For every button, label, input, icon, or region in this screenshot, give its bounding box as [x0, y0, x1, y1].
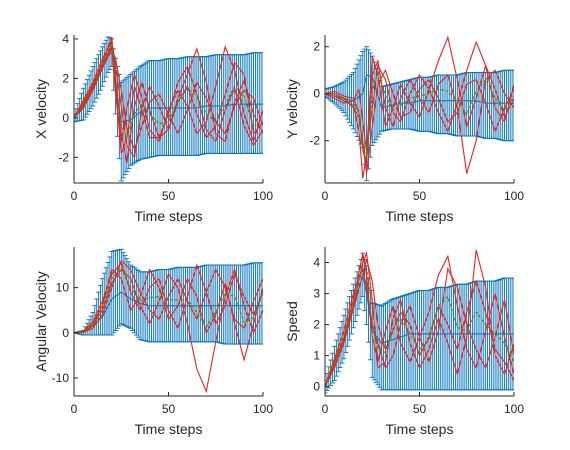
- x-tick-label: 100: [504, 402, 524, 416]
- subplot-3: 0 50 100 -10 0 10 Time steps Angular Velocity: [33, 247, 273, 437]
- y-tick-label: 1: [313, 349, 320, 363]
- y-tick-label: 4: [62, 32, 69, 46]
- x-axis-title: Time steps: [386, 208, 454, 224]
- trial-line-4: [325, 68, 514, 174]
- trial-line-4: [325, 259, 514, 387]
- y-tick-label: 0: [62, 111, 69, 125]
- plot-area: [325, 35, 514, 182]
- mean-line: [74, 40, 263, 140]
- y-tick-label: 2: [62, 71, 69, 85]
- trial-line-2: [325, 58, 514, 174]
- y-axis-title: Speed: [284, 301, 300, 341]
- plot-area: [74, 36, 263, 182]
- y-tick-label: -10: [52, 371, 70, 385]
- mean-line: [74, 266, 263, 334]
- x-tick-label: 0: [71, 189, 78, 203]
- y-tick-label: 3: [313, 287, 320, 301]
- mean-line: [325, 68, 514, 160]
- x-tick-label: 50: [162, 402, 176, 416]
- trial-line-5: [74, 47, 263, 152]
- y-tick-label: -2: [309, 134, 320, 148]
- plot-area: [74, 248, 263, 394]
- trial-line-3: [325, 40, 514, 151]
- x-axis-title: Time steps: [135, 421, 203, 437]
- y-tick-label: 0: [62, 326, 69, 340]
- y-tick-label: 10: [56, 281, 70, 295]
- y-axis-title: Y velocity: [284, 79, 300, 139]
- y-axis-title: Angular Velocity: [33, 271, 49, 371]
- errorbar-mean-line: [74, 291, 263, 334]
- subplot-4: 0 50 100 0 1 2 3 4 Time steps Speed: [284, 247, 524, 437]
- x-tick-label: 100: [253, 402, 273, 416]
- y-tick-label: 4: [313, 256, 320, 270]
- errorbar-mean-line: [325, 274, 514, 387]
- x-tick-label: 50: [413, 402, 427, 416]
- x-tick-label: 0: [322, 189, 329, 203]
- x-tick-label: 0: [322, 402, 329, 416]
- trial-line-2: [74, 267, 263, 394]
- subplot-2: 0 50 100 -2 0 2 Time steps Y velocity: [284, 35, 524, 224]
- x-tick-label: 100: [253, 189, 273, 203]
- mean-line: [325, 264, 514, 387]
- trial-line-4: [74, 259, 263, 334]
- x-tick-label: 50: [413, 189, 427, 203]
- subplot-1: 0 50 100 -2 0 2 4 Time steps X velocity: [33, 32, 273, 224]
- x-tick-label: 100: [504, 189, 524, 203]
- plot-area: [325, 249, 514, 394]
- trial-line-1: [325, 35, 514, 179]
- x-axis-title: Time steps: [386, 421, 454, 437]
- y-tick-label: 0: [313, 87, 320, 101]
- y-tick-label: -2: [58, 150, 69, 164]
- y-axis-title: X velocity: [33, 79, 49, 139]
- trial-line-3: [325, 266, 514, 387]
- y-tick-label: 2: [313, 318, 320, 332]
- x-tick-label: 0: [71, 402, 78, 416]
- y-tick-label: 0: [313, 380, 320, 394]
- y-tick-label: 2: [313, 40, 320, 54]
- x-axis-title: Time steps: [135, 208, 203, 224]
- x-tick-label: 50: [162, 189, 176, 203]
